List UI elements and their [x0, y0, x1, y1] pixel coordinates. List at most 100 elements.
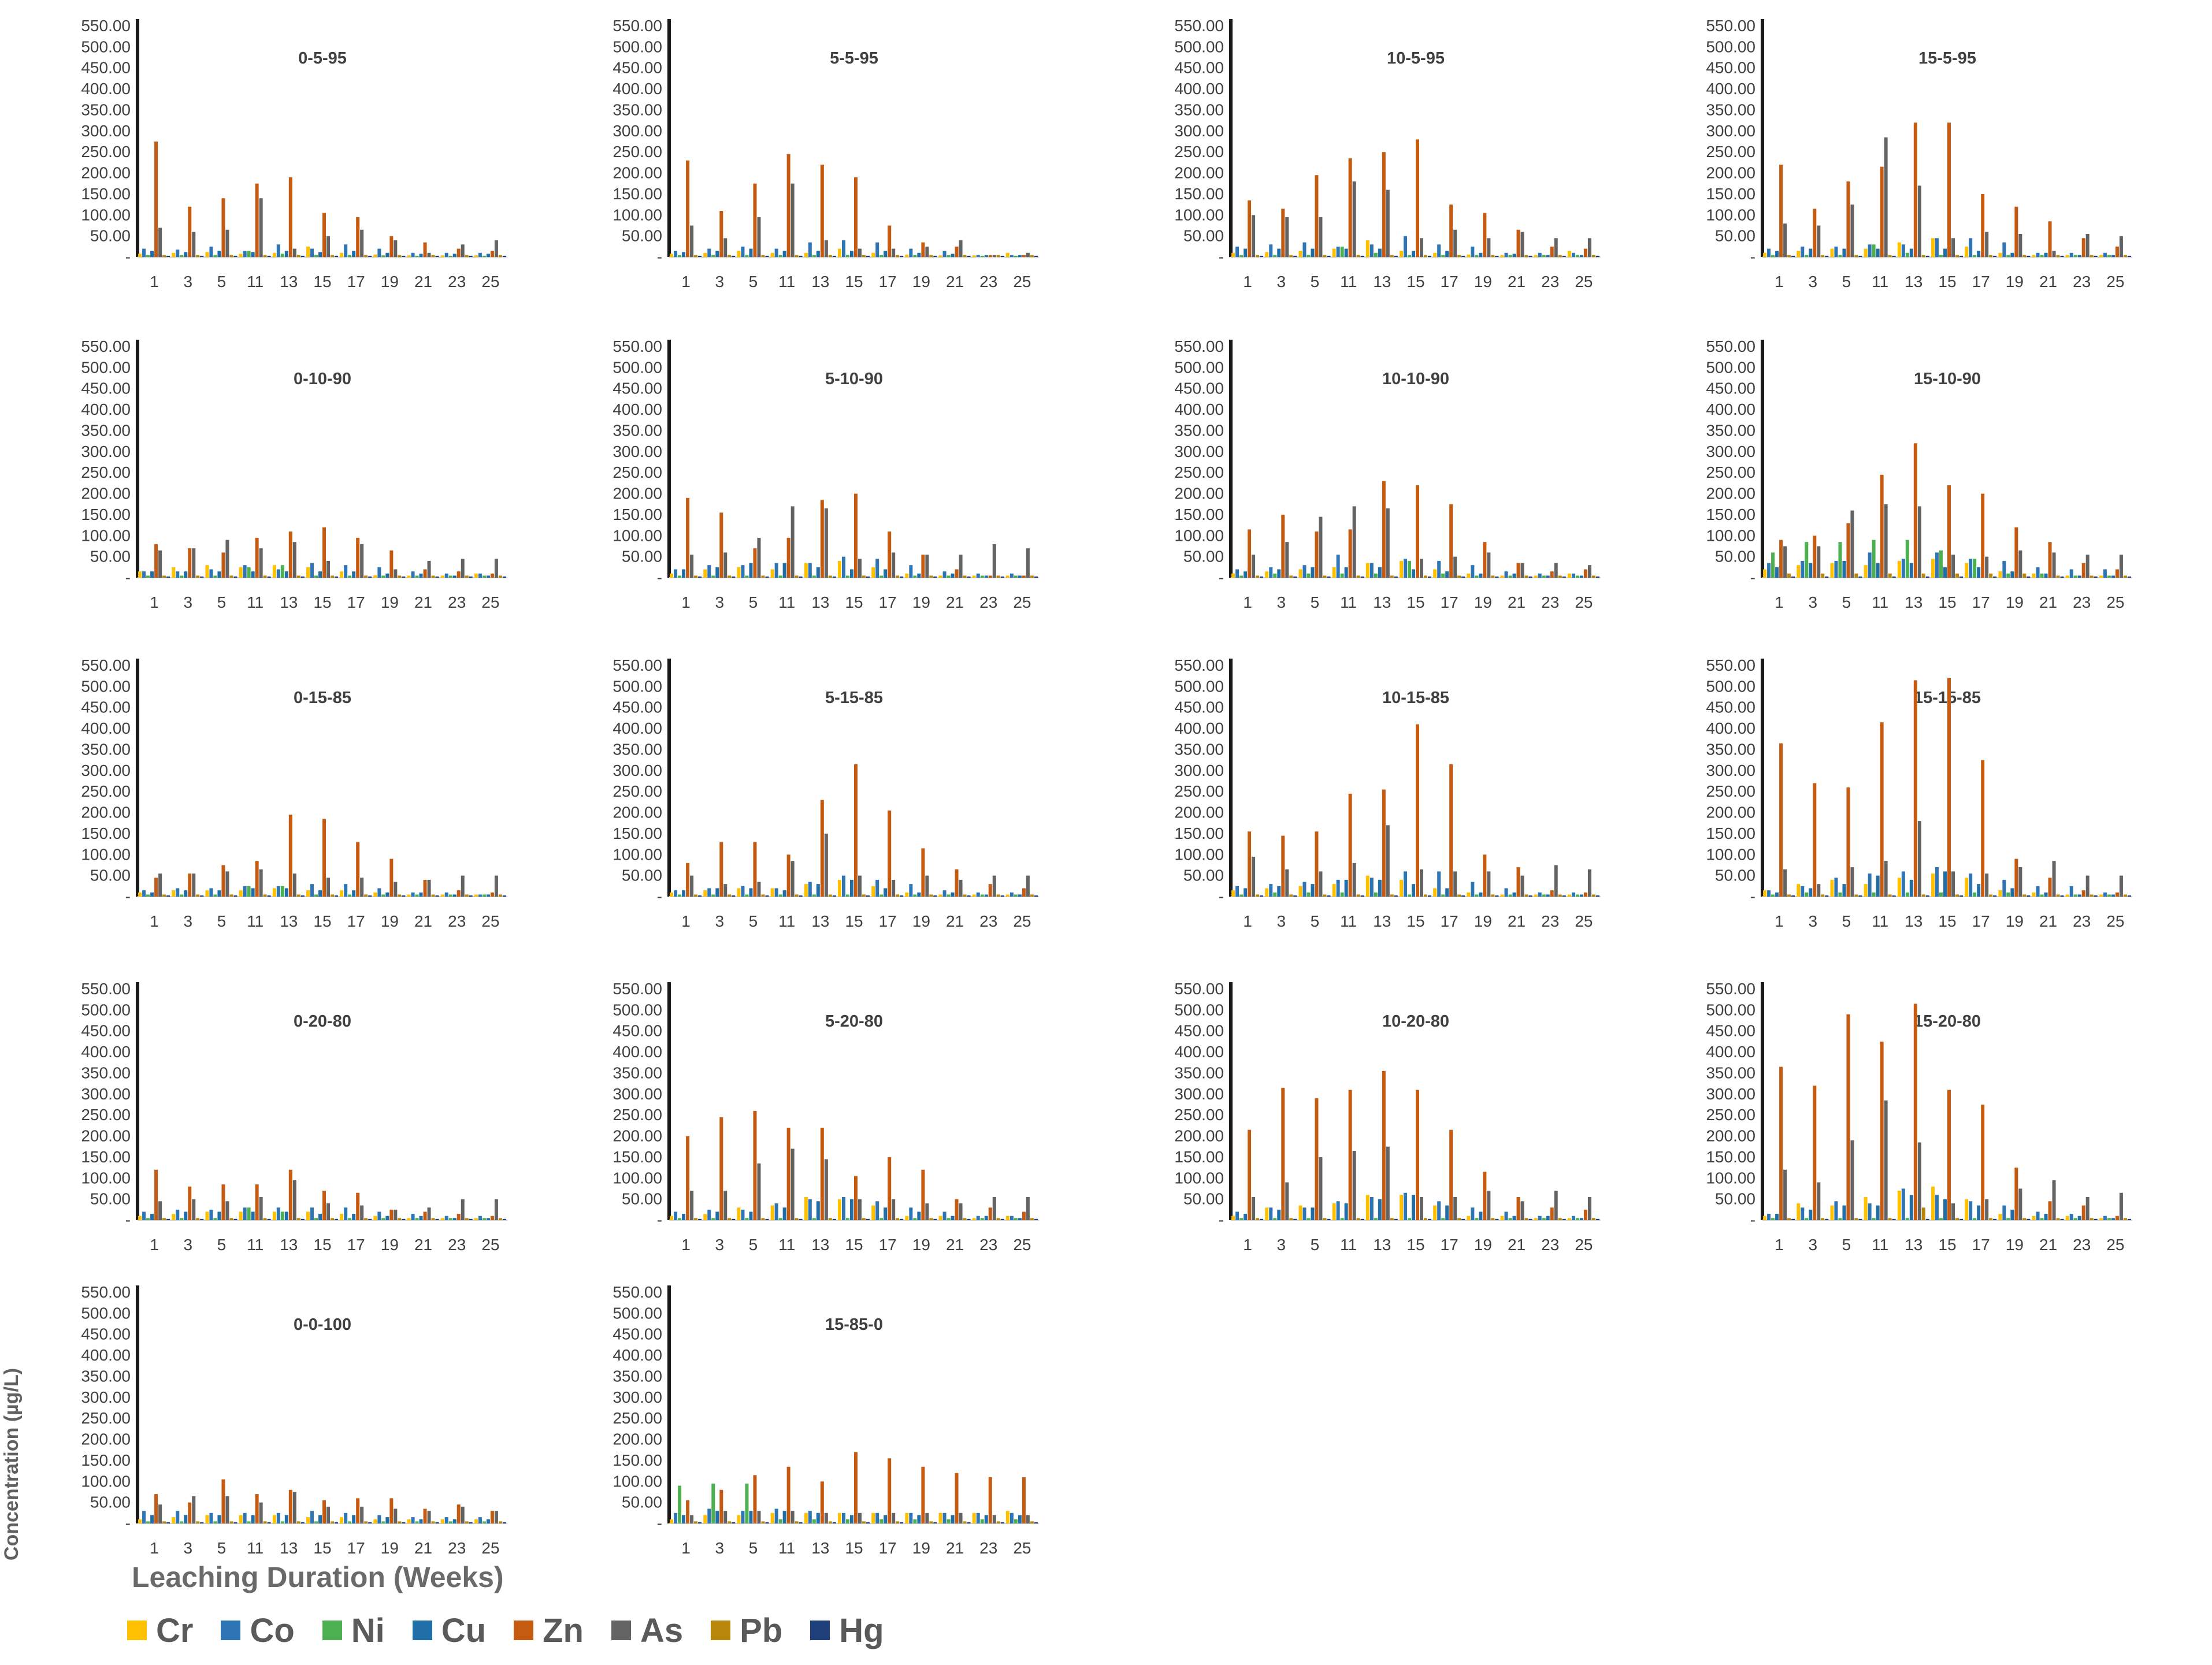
- bar-10-10-90-as-17: [1453, 556, 1457, 578]
- x-tick-15-20-80-11: 11: [1872, 1236, 1888, 1254]
- y-tick-15-20-80-1: 500.00: [1706, 1001, 1756, 1019]
- bar-5-20-80-pb-5: [761, 1218, 765, 1220]
- bar-10-15-85-ni-19: [1475, 894, 1479, 897]
- bar-10-15-85-pb-25: [1591, 894, 1595, 897]
- bar-5-15-85-hg-25: [1034, 895, 1038, 897]
- bar-5-10-90-co-25: [1009, 573, 1014, 578]
- bar-0-10-90-ni-21: [415, 575, 419, 578]
- bar-15-20-80-zn-15: [1947, 1090, 1951, 1220]
- bar-10-20-80-zn-19: [1483, 1172, 1487, 1220]
- y-tick-5-10-90-1: 500.00: [613, 358, 662, 376]
- bar-0-15-85-hg-21: [435, 895, 439, 897]
- bar-15-10-90-hg-1: [1791, 576, 1795, 578]
- bar-5-5-95-pb-23: [996, 255, 1000, 257]
- bar-5-5-95-cu-17: [884, 251, 888, 257]
- bar-15-85-0-zn-17: [888, 1458, 892, 1523]
- bar-15-15-85-as-3: [1817, 884, 1821, 897]
- x-tick-10-5-95-13: 13: [1373, 273, 1391, 291]
- bar-10-5-95-hg-11: [1360, 255, 1364, 257]
- bar-15-10-90-cr-5: [1830, 563, 1834, 578]
- bar-15-10-90-hg-11: [1892, 576, 1896, 578]
- bar-5-15-85-cu-17: [884, 888, 888, 897]
- y-tick-15-20-80-6: 250.00: [1706, 1106, 1756, 1124]
- bar-5-20-80-hg-5: [765, 1218, 769, 1220]
- bar-10-5-95-co-25: [1571, 252, 1575, 257]
- y-tick-10-15-85-8: 150.00: [1174, 824, 1224, 842]
- bar-15-85-0-co-23: [976, 1512, 980, 1523]
- bar-0-15-85-zn-11: [255, 861, 259, 897]
- bar-10-15-85-zn-3: [1281, 835, 1285, 897]
- x-tick-15-10-90-13: 13: [1905, 593, 1922, 611]
- x-tick-10-20-80-25: 25: [1575, 1236, 1593, 1254]
- bar-15-5-95-as-15: [1951, 238, 1955, 257]
- bar-15-10-90-co-11: [1868, 552, 1872, 578]
- bar-15-20-80-cr-13: [1897, 1191, 1901, 1220]
- bar-15-15-85-cr-3: [1797, 884, 1801, 897]
- y-tick-5-5-95-11: -: [657, 248, 662, 266]
- bar-0-10-90-ni-11: [247, 567, 251, 578]
- legend-swatch-pb: [711, 1621, 731, 1640]
- y-tick-0-15-85-2: 450.00: [81, 698, 131, 716]
- bar-0-20-80-ni-17: [348, 1218, 352, 1220]
- bar-5-20-80-co-1: [674, 1211, 678, 1220]
- y-tick-15-20-80-3: 400.00: [1706, 1043, 1756, 1061]
- bar-15-85-0-cu-3: [715, 1511, 719, 1523]
- bar-15-15-85-hg-25: [2127, 895, 2131, 897]
- bar-15-20-80-as-3: [1817, 1182, 1821, 1220]
- bar-10-10-90-cu-3: [1277, 569, 1281, 578]
- bar-15-85-0-cu-21: [951, 1515, 955, 1523]
- x-tick-0-15-85-5: 5: [217, 912, 227, 930]
- bar-0-0-100-pb-13: [296, 1521, 300, 1523]
- bar-5-15-85-ni-21: [947, 894, 951, 897]
- bar-15-85-0-cr-21: [938, 1512, 942, 1523]
- bar-10-5-95-co-17: [1437, 244, 1441, 257]
- y-tick-10-20-80-9: 100.00: [1174, 1169, 1224, 1187]
- y-tick-5-20-80-9: 100.00: [613, 1169, 662, 1187]
- bar-0-15-85-ni-19: [381, 894, 385, 897]
- bar-10-20-80-pb-25: [1591, 1218, 1595, 1220]
- bar-0-5-95-hg-17: [368, 255, 372, 257]
- bar-5-5-95-zn-11: [786, 154, 790, 257]
- bar-15-10-90-zn-25: [2115, 569, 2119, 578]
- y-tick-10-20-80-11: -: [1219, 1211, 1224, 1229]
- bar-15-10-90-co-1: [1767, 563, 1771, 578]
- bar-0-0-100-cu-17: [352, 1515, 356, 1523]
- bar-15-5-95-as-23: [2085, 234, 2089, 257]
- bar-10-20-80-ni-11: [1340, 1218, 1344, 1220]
- bar-10-10-90-ni-23: [1542, 575, 1546, 578]
- bar-10-5-95-co-5: [1302, 242, 1307, 257]
- bar-0-15-85-as-11: [259, 869, 263, 897]
- y-tick-10-15-85-1: 500.00: [1174, 677, 1224, 695]
- bar-0-5-95-hg-25: [502, 255, 506, 257]
- bar-0-5-95-co-23: [444, 252, 448, 257]
- bar-15-5-95-hg-21: [2060, 255, 2064, 257]
- bar-5-20-80-as-17: [892, 1199, 896, 1220]
- bar-15-20-80-cu-3: [1809, 1209, 1813, 1220]
- bar-15-5-95-ni-1: [1771, 255, 1775, 257]
- bar-10-15-85-cu-15: [1412, 884, 1415, 897]
- bar-15-5-95-ni-13: [1905, 252, 1909, 257]
- bar-10-15-85-pb-15: [1424, 894, 1427, 897]
- bar-15-85-0-ni-19: [913, 1519, 917, 1523]
- bar-15-5-95-zn-13: [1913, 122, 1917, 257]
- bar-10-20-80-as-23: [1554, 1191, 1558, 1220]
- x-tick-5-10-90-23: 23: [979, 593, 997, 611]
- bar-15-10-90-as-17: [1985, 556, 1989, 578]
- bar-10-10-90-pb-19: [1491, 575, 1495, 578]
- bar-5-15-85-cu-23: [984, 894, 988, 897]
- bar-15-10-90-pb-5: [1854, 573, 1858, 578]
- bar-0-20-80-co-11: [243, 1207, 247, 1220]
- bar-0-5-95-as-1: [158, 228, 162, 257]
- bar-0-5-95-zn-3: [188, 206, 192, 257]
- bar-15-15-85-ni-23: [2073, 894, 2077, 897]
- bar-10-5-95-as-19: [1487, 238, 1491, 257]
- y-tick-5-20-80-4: 350.00: [613, 1064, 662, 1081]
- bar-10-5-95-co-21: [1504, 252, 1508, 257]
- bar-10-10-90-ni-13: [1374, 573, 1378, 578]
- bar-0-15-85-cr-15: [306, 890, 310, 897]
- bar-15-15-85-hg-17: [1993, 895, 1997, 897]
- bar-10-10-90-pb-21: [1524, 575, 1528, 578]
- bar-5-20-80-cu-17: [884, 1207, 888, 1220]
- bar-0-10-90-cr-21: [407, 575, 411, 578]
- bar-0-10-90-pb-3: [196, 575, 200, 578]
